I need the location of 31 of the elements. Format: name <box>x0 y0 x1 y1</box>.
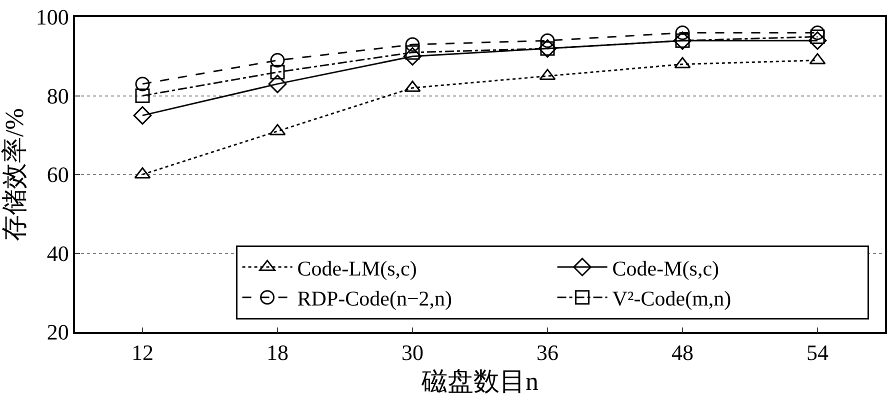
point <box>135 88 150 103</box>
y-tick-label: 40 <box>46 240 69 266</box>
point <box>540 33 555 48</box>
x-tick-label: 48 <box>672 340 694 366</box>
legend-label: RDP-Code(n−2,n) <box>297 286 452 311</box>
legend-label: Code-LM(s,c) <box>297 256 417 280</box>
x-tick-label: 30 <box>402 340 424 366</box>
y-tick-label: 20 <box>46 320 69 345</box>
point <box>135 76 150 92</box>
point <box>269 124 286 136</box>
x-tick-label: 12 <box>132 340 154 366</box>
point <box>268 74 287 94</box>
point <box>270 64 285 80</box>
x-tick-label: 18 <box>266 340 288 366</box>
point <box>133 106 152 125</box>
point <box>539 68 556 80</box>
y-tick-label: 60 <box>46 162 69 188</box>
legend-label: Code-M(s,c) <box>612 256 720 280</box>
point <box>403 47 422 66</box>
point <box>808 31 827 50</box>
point <box>405 37 420 52</box>
point <box>810 26 825 40</box>
point <box>270 53 285 68</box>
y-tick-label: 100 <box>36 4 69 30</box>
x-tick-label: 36 <box>536 340 558 366</box>
y-tick-label: 80 <box>46 83 69 108</box>
point <box>675 26 690 40</box>
legend-label: V²-Code(m,n) <box>612 286 732 311</box>
x-axis-title: 磁盘数目n <box>420 367 538 396</box>
x-tick-label: 54 <box>806 340 828 366</box>
y-axis-title: 存储效率/% <box>0 108 29 241</box>
